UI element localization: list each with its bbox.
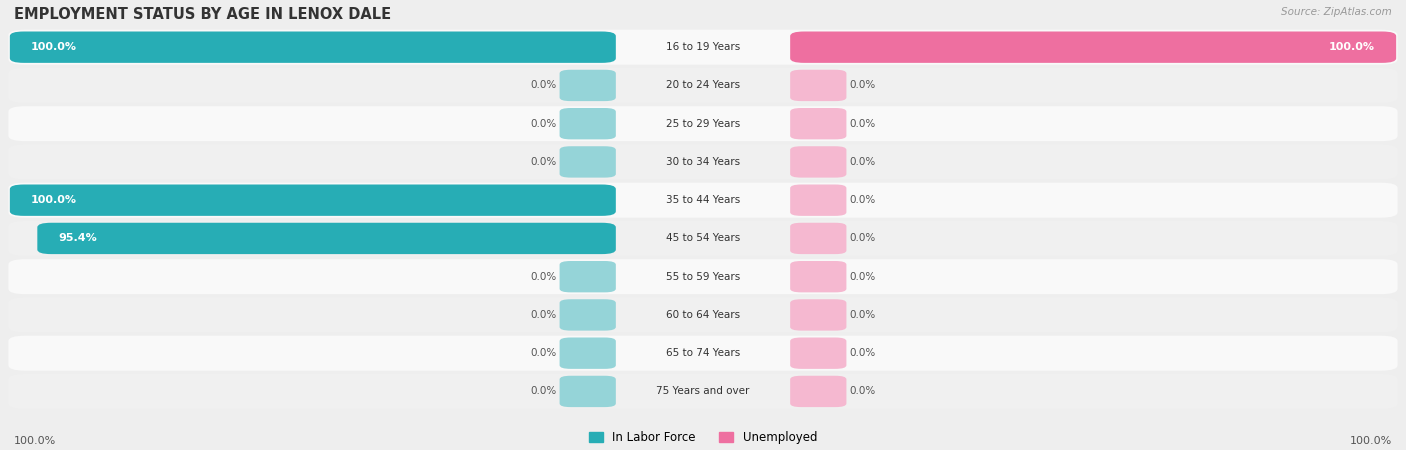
FancyBboxPatch shape xyxy=(560,338,616,369)
Text: 75 Years and over: 75 Years and over xyxy=(657,387,749,396)
FancyBboxPatch shape xyxy=(790,146,846,178)
Text: 0.0%: 0.0% xyxy=(530,81,557,90)
Text: EMPLOYMENT STATUS BY AGE IN LENOX DALE: EMPLOYMENT STATUS BY AGE IN LENOX DALE xyxy=(14,7,391,22)
FancyBboxPatch shape xyxy=(790,376,846,407)
Text: 0.0%: 0.0% xyxy=(530,157,557,167)
Text: 0.0%: 0.0% xyxy=(849,157,876,167)
Text: 100.0%: 100.0% xyxy=(31,42,77,52)
Text: 20 to 24 Years: 20 to 24 Years xyxy=(666,81,740,90)
FancyBboxPatch shape xyxy=(8,68,1398,103)
Text: 100.0%: 100.0% xyxy=(31,195,77,205)
Text: 55 to 59 Years: 55 to 59 Years xyxy=(666,272,740,282)
FancyBboxPatch shape xyxy=(8,106,1398,141)
Text: 0.0%: 0.0% xyxy=(530,119,557,129)
FancyBboxPatch shape xyxy=(8,297,1398,333)
Text: 0.0%: 0.0% xyxy=(849,272,876,282)
FancyBboxPatch shape xyxy=(560,146,616,178)
FancyBboxPatch shape xyxy=(8,30,1398,65)
FancyBboxPatch shape xyxy=(10,32,616,63)
FancyBboxPatch shape xyxy=(790,299,846,331)
Text: 16 to 19 Years: 16 to 19 Years xyxy=(666,42,740,52)
Text: 0.0%: 0.0% xyxy=(530,272,557,282)
Text: 0.0%: 0.0% xyxy=(849,195,876,205)
Text: 0.0%: 0.0% xyxy=(849,81,876,90)
FancyBboxPatch shape xyxy=(8,183,1398,218)
FancyBboxPatch shape xyxy=(790,338,846,369)
Text: 60 to 64 Years: 60 to 64 Years xyxy=(666,310,740,320)
FancyBboxPatch shape xyxy=(560,108,616,140)
Text: 0.0%: 0.0% xyxy=(530,310,557,320)
FancyBboxPatch shape xyxy=(790,70,846,101)
FancyBboxPatch shape xyxy=(790,261,846,292)
FancyBboxPatch shape xyxy=(790,108,846,140)
FancyBboxPatch shape xyxy=(790,223,846,254)
Legend: In Labor Force, Unemployed: In Labor Force, Unemployed xyxy=(589,431,817,444)
FancyBboxPatch shape xyxy=(560,376,616,407)
Text: 45 to 54 Years: 45 to 54 Years xyxy=(666,234,740,243)
Text: 35 to 44 Years: 35 to 44 Years xyxy=(666,195,740,205)
FancyBboxPatch shape xyxy=(560,70,616,101)
Text: 0.0%: 0.0% xyxy=(849,119,876,129)
FancyBboxPatch shape xyxy=(38,223,616,254)
Text: 0.0%: 0.0% xyxy=(849,310,876,320)
FancyBboxPatch shape xyxy=(790,32,1396,63)
FancyBboxPatch shape xyxy=(790,184,846,216)
FancyBboxPatch shape xyxy=(8,336,1398,371)
Text: 100.0%: 100.0% xyxy=(1329,42,1375,52)
Text: 0.0%: 0.0% xyxy=(530,387,557,396)
Text: 100.0%: 100.0% xyxy=(14,436,56,446)
Text: 100.0%: 100.0% xyxy=(1350,436,1392,446)
FancyBboxPatch shape xyxy=(8,374,1398,409)
FancyBboxPatch shape xyxy=(10,184,616,216)
Text: 0.0%: 0.0% xyxy=(530,348,557,358)
FancyBboxPatch shape xyxy=(560,261,616,292)
FancyBboxPatch shape xyxy=(560,299,616,331)
Text: 65 to 74 Years: 65 to 74 Years xyxy=(666,348,740,358)
FancyBboxPatch shape xyxy=(8,221,1398,256)
Text: 30 to 34 Years: 30 to 34 Years xyxy=(666,157,740,167)
Text: 25 to 29 Years: 25 to 29 Years xyxy=(666,119,740,129)
FancyBboxPatch shape xyxy=(8,259,1398,294)
Text: Source: ZipAtlas.com: Source: ZipAtlas.com xyxy=(1281,7,1392,17)
Text: 0.0%: 0.0% xyxy=(849,234,876,243)
Text: 0.0%: 0.0% xyxy=(849,348,876,358)
Text: 95.4%: 95.4% xyxy=(59,234,97,243)
FancyBboxPatch shape xyxy=(8,144,1398,180)
Text: 0.0%: 0.0% xyxy=(849,387,876,396)
